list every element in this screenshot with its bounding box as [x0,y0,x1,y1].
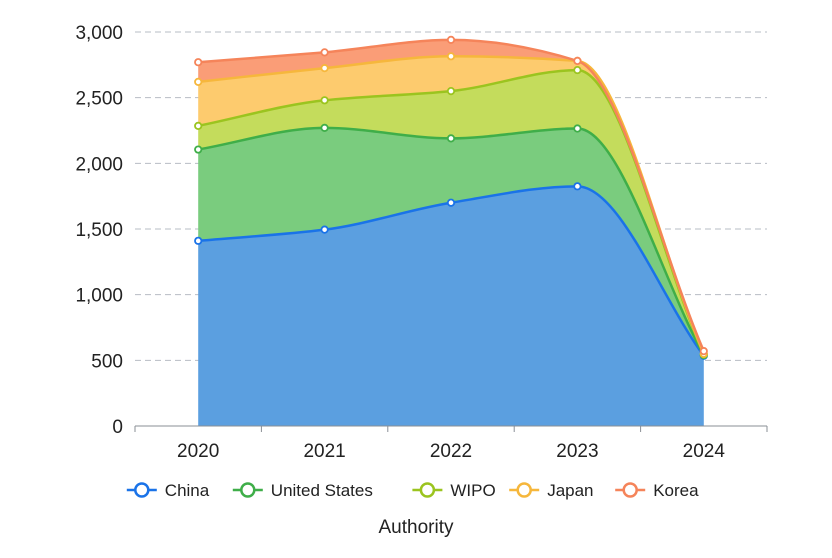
legend-marker-japan [518,484,531,497]
legend-item-japan[interactable]: Japan [509,481,593,500]
point-china[interactable] [195,238,201,244]
point-wipo[interactable] [195,123,201,129]
y-tick-label: 2,500 [75,89,123,110]
y-tick-label: 0 [112,417,123,438]
point-united-states[interactable] [574,125,580,131]
legend-marker-wipo [421,484,434,497]
legend-label-japan: Japan [547,481,593,500]
point-korea[interactable] [574,58,580,64]
legend-label-korea: Korea [653,481,699,500]
legend-label-china: China [165,481,210,500]
point-united-states[interactable] [321,125,327,131]
legend-marker-china [135,484,148,497]
y-tick-label: 2,000 [75,154,123,175]
point-wipo[interactable] [574,67,580,73]
legend-item-korea[interactable]: Korea [615,481,699,500]
y-tick-label: 1,000 [75,286,123,307]
x-tick-label: 2024 [683,441,726,462]
legend: China United States WIPO Japan Korea [127,481,699,500]
point-japan[interactable] [448,53,454,59]
stacked-area-chart: 0 500 1,000 1,500 2,000 2,500 3,000 2020 2021 202… [0,0,832,558]
point-wipo[interactable] [321,97,327,103]
x-axis-title: Authority [379,517,454,538]
point-united-states[interactable] [448,135,454,141]
x-tick-label: 2021 [303,441,345,462]
legend-item-china[interactable]: China [127,481,210,500]
y-tick-label: 500 [91,351,123,372]
legend-label-wipo: WIPO [450,481,495,500]
legend-item-wipo[interactable]: WIPO [412,481,495,500]
point-wipo[interactable] [448,88,454,94]
point-china[interactable] [448,200,454,206]
legend-marker-korea [624,484,637,497]
point-united-states[interactable] [195,146,201,152]
point-korea[interactable] [448,37,454,43]
y-tick-label: 3,000 [75,23,123,44]
point-korea[interactable] [195,59,201,65]
point-china[interactable] [574,183,580,189]
x-tick-label: 2022 [430,441,472,462]
point-korea[interactable] [701,348,707,354]
x-tick-label: 2020 [177,441,219,462]
legend-item-united-states[interactable]: United States [233,481,373,500]
point-korea[interactable] [321,49,327,55]
chart-container: 0 500 1,000 1,500 2,000 2,500 3,000 2020 2021 202… [0,0,832,558]
x-tick-label: 2023 [556,441,598,462]
legend-label-united-states: United States [271,481,373,500]
legend-marker-united-states [241,484,254,497]
point-japan[interactable] [195,79,201,85]
point-japan[interactable] [321,65,327,71]
y-tick-label: 1,500 [75,220,123,241]
point-china[interactable] [321,226,327,232]
